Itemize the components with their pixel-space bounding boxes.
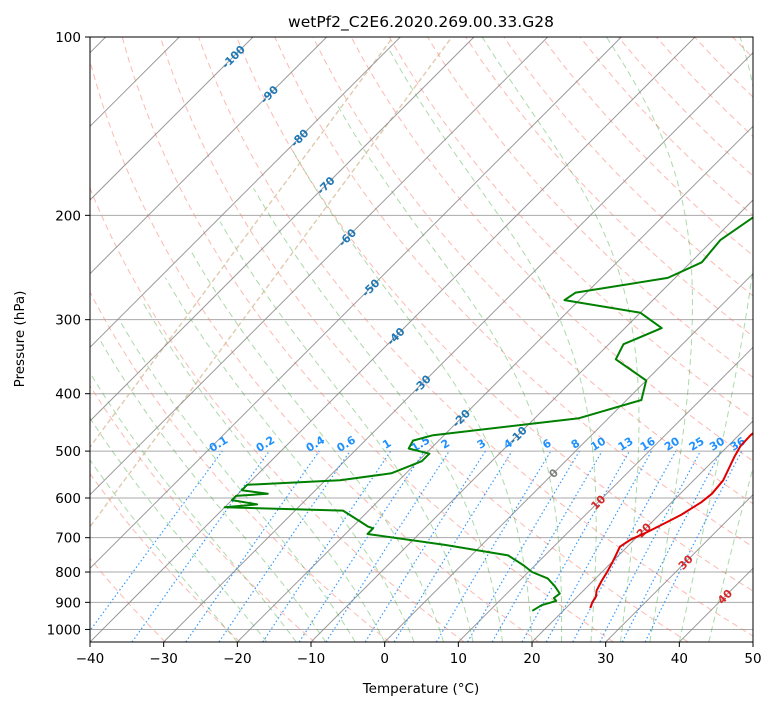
x-tick-label: 30: [597, 651, 614, 667]
dry-adiabat: [90, 186, 465, 642]
x-tick-label: 20: [523, 651, 540, 667]
moist-adiabat: [253, 187, 503, 642]
mixing-ratio-line: [90, 450, 223, 632]
dry-adiabat: [274, 37, 753, 548]
y-tick-label: 800: [55, 565, 81, 581]
dewpoint-profile: [223, 216, 753, 612]
profiles: [223, 216, 753, 612]
moist-adiabat: [481, 37, 640, 642]
moist-adiabat: [142, 301, 386, 642]
dry-adiabat: [236, 37, 753, 592]
isotherm: [531, 420, 753, 642]
isotherm: [90, 37, 622, 570]
dry-adiabat: [465, 37, 753, 338]
temperature-profile: [589, 431, 753, 609]
moist-adiabat: [90, 417, 268, 642]
x-tick-label: −40: [76, 651, 105, 667]
dry-adiabat: [388, 37, 753, 420]
dry-adiabat: [90, 59, 540, 642]
moist-adiabat: [219, 221, 474, 642]
isotherm: [90, 37, 475, 422]
y-axis-label: Pressure (hPa): [12, 291, 28, 388]
mixing-ratio-line: [325, 450, 450, 642]
mixing-ratio-line: [644, 450, 743, 642]
x-tick-label: −20: [223, 651, 252, 667]
boundary-curve: [90, 37, 394, 449]
x-tick-label: 0: [380, 651, 389, 667]
mixing-ratio-line: [218, 450, 351, 642]
mixing-ratio-line: [521, 450, 631, 642]
dry-adiabat: [503, 37, 753, 297]
mixing-ratio-line: [298, 450, 425, 642]
dry-adiabat: [159, 37, 689, 642]
moist-adiabat: [708, 465, 753, 642]
isotherm: [384, 272, 753, 642]
y-tick-label: 1000: [47, 622, 81, 638]
mixing-ratio-line: [185, 450, 320, 642]
mixing-ratio-line: [393, 450, 513, 642]
y-tick-label: 300: [55, 313, 81, 329]
mixing-ratio-line: [262, 450, 392, 642]
x-tick-label: −10: [297, 651, 326, 667]
isotherm: [90, 37, 549, 496]
moist-adiabat: [291, 149, 533, 642]
x-tick-label: 50: [744, 651, 761, 667]
isotherm: [90, 37, 254, 201]
y-tick-label: 200: [55, 208, 81, 224]
moist-adiabat: [99, 340, 327, 642]
moist-adiabat: [165, 277, 415, 642]
moist-adiabat: [90, 371, 297, 642]
y-tick-label: 700: [55, 531, 81, 547]
y-tick-label: 600: [55, 491, 81, 507]
dry-adiabat: [90, 291, 390, 642]
boundary-curve: [90, 37, 453, 528]
moist-adiabat: [190, 251, 445, 642]
moist-adiabat: [678, 37, 753, 642]
dry-adiabat: [90, 384, 316, 642]
isotherm: [90, 37, 696, 642]
dry-adiabat: [350, 37, 753, 462]
isotherm: [90, 37, 328, 275]
dry-adiabat: [312, 37, 753, 505]
y-tick-label: 400: [55, 387, 81, 403]
dry-adiabat: [426, 37, 753, 378]
moist-adiabat: [336, 104, 563, 642]
y-axis-ticks: 100 200 300 400 500 600 700 800 900 1000: [47, 30, 90, 638]
moist-adiabat: [606, 37, 693, 642]
mixing-ratio-line: [545, 450, 653, 642]
isotherm: [163, 51, 753, 642]
plot-frame: [89, 36, 754, 643]
x-axis-label: Temperature (°C): [362, 681, 480, 697]
isotherm: [457, 346, 753, 642]
x-axis-ticks: −40 −30 −20 −10 0 10 20 30 40 50: [76, 642, 762, 667]
isotherm: [90, 37, 401, 349]
moist-adiabat: [90, 459, 238, 642]
y-tick-label: 500: [55, 444, 81, 460]
isotherm: [236, 125, 753, 642]
y-tick-label: 100: [55, 30, 81, 46]
x-tick-label: 10: [450, 651, 467, 667]
y-tick-label: 900: [55, 595, 81, 611]
background-lines: [90, 37, 753, 642]
mixing-ratio-line: [131, 450, 270, 642]
x-tick-label: −30: [149, 651, 178, 667]
dry-adiabat: [121, 37, 614, 642]
x-tick-label: 40: [671, 651, 688, 667]
chart-title: wetPf2_C2E6.2020.269.00.33.G28: [288, 13, 554, 32]
isotherm: [605, 493, 753, 642]
dry-adiabat: [90, 472, 241, 642]
mixing-ratio-line: [572, 450, 677, 642]
